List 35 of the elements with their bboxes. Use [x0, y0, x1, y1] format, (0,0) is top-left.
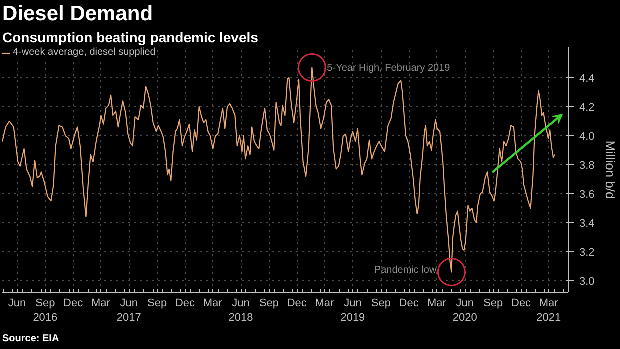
y-tick-label: 4.0 [580, 130, 595, 143]
annotation: Pandemic low [374, 265, 438, 276]
y-tick-label: 3.8 [580, 160, 595, 172]
x-tick-label: Dec [399, 298, 420, 310]
y-axis-title: Million b/d [602, 140, 618, 200]
x-tick-label: Jun 2018 [228, 298, 254, 324]
x-tick-label: Sep [259, 298, 280, 310]
x-tick-label: Dec [64, 298, 84, 310]
x-tick-label: Mar [203, 298, 223, 310]
annotation: 5-Year High, February 2019 [327, 62, 451, 74]
x-tick-label: Sep [484, 298, 504, 310]
x-tick-label: Sep 2016 [33, 298, 58, 324]
y-tick-label: 4.2 [580, 102, 595, 114]
x-tick-label: Sep [148, 298, 168, 310]
y-tick-label: 4.4 [580, 72, 595, 85]
x-tick-label: Dec [287, 298, 308, 310]
x-tick-label: Mar [315, 298, 335, 310]
x-tick-label: Jun 2017 [116, 298, 142, 324]
x-tick-label: Mar [427, 298, 447, 310]
y-tick-label: 3.4 [580, 218, 595, 230]
chart-title: Diesel Demand [2, 2, 154, 26]
x-tick-label: Jun 2019 [340, 298, 366, 324]
chart-subtitle: Consumption beating pandemic levels [2, 30, 259, 46]
y-tick-label: 3.6 [580, 188, 595, 201]
source-note: Source: EIA [2, 334, 60, 344]
x-tick-label: Jun 2020 [452, 298, 478, 324]
x-tick-label: Sep [371, 298, 391, 310]
x-tick-label: Mar 2021 [536, 298, 562, 324]
x-tick-label: Dec [512, 298, 532, 310]
x-tick-label: Jun [8, 298, 26, 310]
legend-label: 4-week average, diesel supplied [13, 47, 156, 58]
y-tick-label: 3.0 [580, 276, 595, 288]
y-tick-label: 3.2 [580, 246, 595, 259]
x-tick-label: Dec [175, 298, 196, 310]
x-tick-label: Mar [91, 298, 111, 310]
